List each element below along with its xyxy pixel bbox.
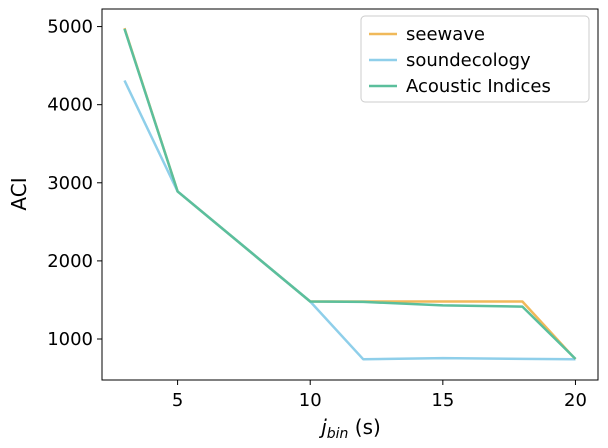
x-tick-label: 15 [431,390,454,411]
x-axis-label-subscript: bin [327,426,349,442]
series-line-1 [123,79,576,361]
y-tick-label: 4000 [47,95,93,116]
legend-box [360,15,590,103]
y-tick-label: 2000 [47,251,93,272]
x-axis-label: jbin (s) [318,415,381,442]
series-lines [123,27,577,361]
legend-label: Acoustic Indices [406,76,551,97]
y-tick-label: 3000 [47,173,93,194]
x-axis-label-unit: (s) [348,415,380,439]
x-tick-label: 5 [172,390,183,411]
plot-area-frame [101,8,599,381]
x-axis-label-main: j [318,415,327,439]
y-tick-label: 5000 [47,17,93,38]
y-axis-label: ACI [7,177,31,210]
legend-label: soundecology [406,50,531,71]
x-tick-label: 20 [564,390,587,411]
legend-label: seewave [406,24,485,45]
y-axis-ticks: 1000 2000 3000 4000 5000 [47,17,102,350]
y-tick-label: 1000 [47,329,93,350]
x-axis-ticks: 5 10 15 20 [172,380,587,411]
legend: seewave soundecology Acoustic Indices [360,15,590,103]
series-line-2 [123,28,577,360]
x-tick-label: 10 [299,390,322,411]
